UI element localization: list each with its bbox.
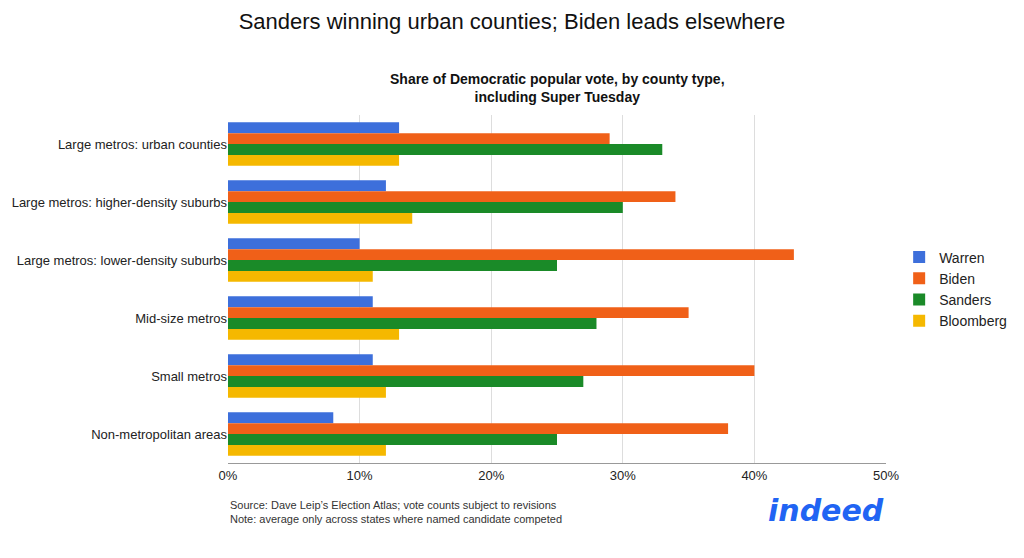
svg-text:10%: 10% [347,468,373,483]
svg-text:Large metros: higher-density s: Large metros: higher-density suburbs [12,195,228,210]
svg-text:Large metros: urban counties: Large metros: urban counties [58,137,228,152]
svg-text:Sanders winning urban counties: Sanders winning urban counties; Biden le… [239,9,786,34]
svg-text:Large metros: lower-density su: Large metros: lower-density suburbs [17,253,228,268]
svg-text:Non-metropolitan areas: Non-metropolitan areas [91,427,227,442]
svg-text:Mid-size metros: Mid-size metros [135,311,227,326]
svg-text:Sanders: Sanders [939,292,991,308]
svg-text:20%: 20% [478,468,504,483]
svg-text:Small metros: Small metros [151,369,227,384]
svg-text:Biden: Biden [939,271,975,287]
svg-text:40%: 40% [741,468,767,483]
svg-text:Source: Dave Leip’s Election A: Source: Dave Leip’s Election Atlas; vote… [230,499,562,525]
svg-text:50%: 50% [873,468,899,483]
svg-text:Warren: Warren [939,250,984,266]
svg-text:30%: 30% [610,468,636,483]
svg-text:Share of Democratic popular vo: Share of Democratic popular vote, by cou… [390,71,725,105]
svg-text:Bloomberg: Bloomberg [939,313,1007,329]
svg-text:0%: 0% [219,468,238,483]
svg-text:indeed: indeed [768,493,884,528]
